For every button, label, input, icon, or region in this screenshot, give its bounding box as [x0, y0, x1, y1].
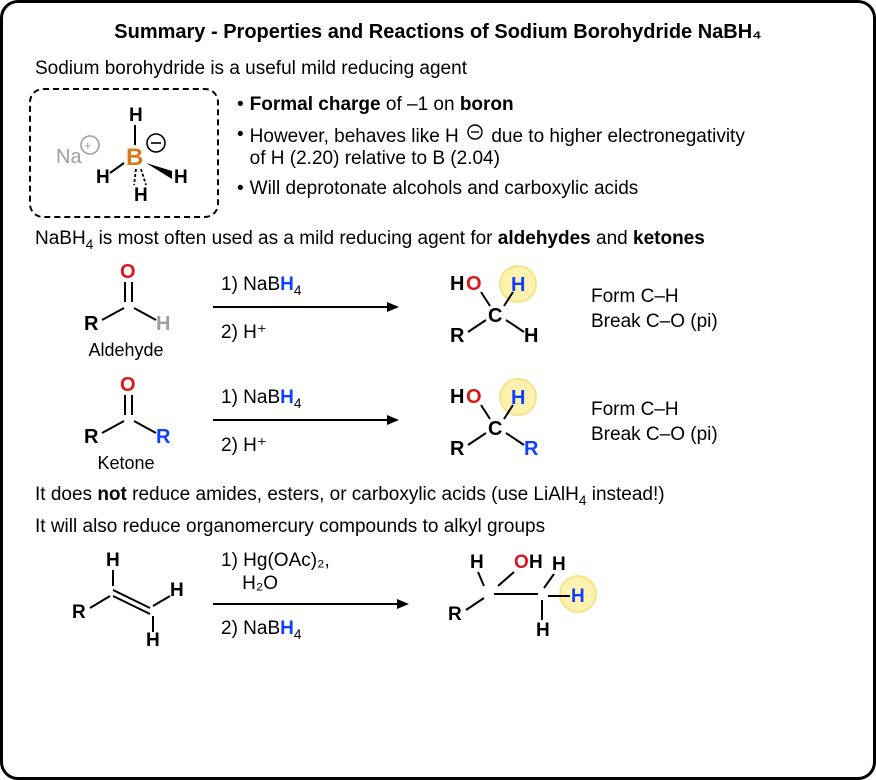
svg-text:H: H — [450, 273, 464, 295]
structure-and-bullets: Na + B H H H H — [29, 88, 847, 218]
svg-text:H: H — [470, 552, 484, 573]
aldehyde-notes: Form C–H Break C–O (pi) — [591, 284, 791, 335]
organomercury-line: It will also reduce organomercury compou… — [35, 516, 847, 538]
bullet-2: • However, behaves like H due to higher … — [237, 124, 847, 170]
ketone-reactant: O R R Ketone — [51, 371, 201, 474]
svg-text:O: O — [120, 261, 136, 283]
bullet-list: • Formal charge of –1 on boron • However… — [237, 88, 847, 208]
aldehyde-reactant: O R H Aldehyde — [51, 258, 201, 361]
bullet-3: • Will deprotonate alcohols and carboxyl… — [237, 178, 847, 200]
ketone-conditions: 1) NaBH4 2) H⁺ — [211, 387, 401, 457]
aldehyde-conditions: 1) NaBH4 2) H⁺ — [211, 274, 401, 344]
aldehyde-reaction: O R H Aldehyde 1) NaBH4 2) H⁺ H O H — [51, 258, 847, 361]
summary-card: Summary - Properties and Reactions of So… — [0, 0, 876, 780]
svg-text:C: C — [488, 305, 502, 327]
svg-text:R: R — [72, 602, 86, 623]
svg-text:R: R — [524, 438, 539, 460]
svg-text:R: R — [450, 325, 465, 347]
svg-text:C: C — [488, 418, 502, 440]
svg-text:H: H — [536, 620, 550, 641]
svg-text:+: + — [84, 138, 92, 153]
intro-line: Sodium borohydride is a useful mild redu… — [35, 58, 847, 80]
svg-text:H: H — [134, 185, 148, 206]
ketone-reaction: O R R Ketone 1) NaBH4 2) H⁺ H O H — [51, 371, 847, 474]
svg-text:H: H — [571, 586, 585, 607]
title: Summary - Properties and Reactions of So… — [29, 21, 847, 44]
ketone-notes: Form C–H Break C–O (pi) — [591, 397, 791, 448]
ketone-product: H O H C R R — [411, 375, 581, 470]
svg-text:H: H — [156, 313, 170, 335]
svg-text:R: R — [84, 313, 99, 335]
oxymerc-product: H O H R H H H — [421, 544, 631, 649]
not-reduce-line: It does not reduce amides, esters, or ca… — [35, 484, 847, 508]
svg-text:H: H — [524, 325, 538, 347]
bullet-1: • Formal charge of –1 on boron — [237, 94, 847, 116]
svg-text:O: O — [466, 273, 482, 295]
svg-text:R: R — [448, 604, 462, 625]
na-label: Na — [56, 146, 82, 168]
oxymerc-conditions: 1) Hg(OAc)₂, H₂O 2) NaBH4 — [211, 550, 411, 642]
svg-text:R: R — [84, 426, 99, 448]
svg-text:H: H — [450, 386, 464, 408]
svg-text:R: R — [450, 438, 465, 460]
svg-text:H: H — [146, 630, 160, 646]
svg-text:H: H — [129, 105, 143, 126]
svg-text:H: H — [106, 550, 120, 571]
svg-text:H: H — [552, 554, 566, 575]
alkene-reactant: H R H H — [51, 546, 201, 646]
mid-statement: NaBH4 is most often used as a mild reduc… — [35, 228, 847, 252]
oxymercuration-reaction: H R H H 1) Hg(OAc)₂, H₂O 2) NaBH4 — [51, 544, 847, 649]
svg-text:O: O — [514, 552, 529, 573]
svg-text:H: H — [529, 552, 543, 573]
svg-text:R: R — [156, 426, 171, 448]
svg-text:H: H — [96, 167, 110, 188]
svg-text:H: H — [170, 580, 184, 601]
boron-atom: B — [126, 144, 143, 171]
svg-text:O: O — [466, 386, 482, 408]
svg-text:H: H — [174, 167, 188, 188]
svg-text:O: O — [120, 374, 136, 396]
aldehyde-product: H O H C R H — [411, 262, 581, 357]
borohydride-structure: Na + B H H H H — [29, 88, 219, 218]
